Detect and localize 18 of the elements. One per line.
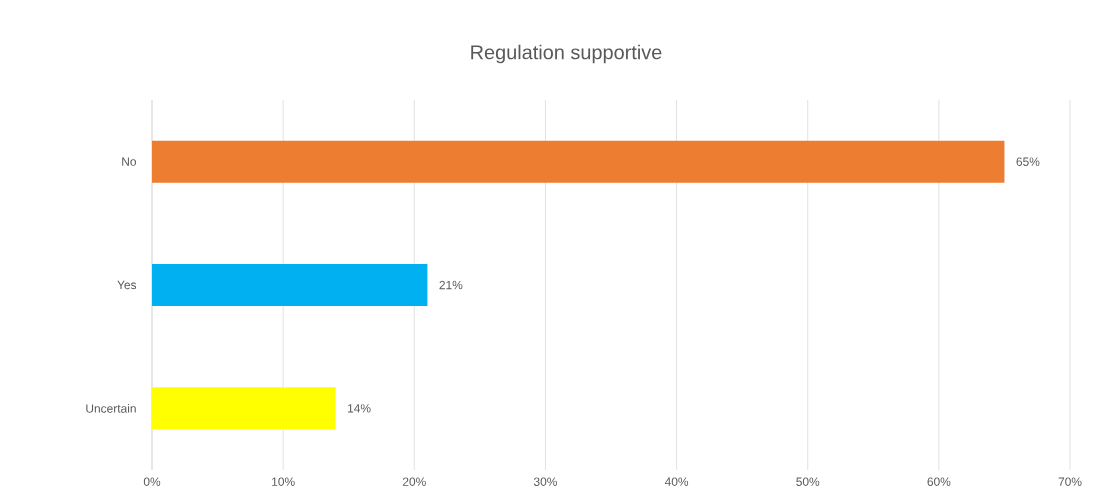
x-tick-label: 0%: [143, 477, 161, 486]
data-label: 65%: [1016, 157, 1040, 166]
y-tick-label: No: [122, 157, 137, 166]
bar: [152, 264, 428, 306]
x-tick-label: 50%: [796, 477, 820, 486]
data-label: 14%: [348, 404, 371, 413]
x-tick-label: 10%: [272, 477, 295, 486]
y-tick-label: Yes: [117, 280, 137, 290]
bar: [152, 140, 1005, 183]
x-tick-label: 60%: [927, 477, 951, 486]
x-tick-label: 70%: [1058, 477, 1082, 486]
chart-title: Regulation supportive: [471, 44, 662, 64]
data-label: 21%: [439, 280, 463, 290]
x-tick-label: 40%: [664, 477, 689, 486]
x-tick-label: 30%: [533, 477, 557, 486]
y-tick-label: Uncertain: [86, 403, 136, 413]
x-tick-label: 20%: [402, 477, 426, 486]
bar: [152, 387, 336, 430]
